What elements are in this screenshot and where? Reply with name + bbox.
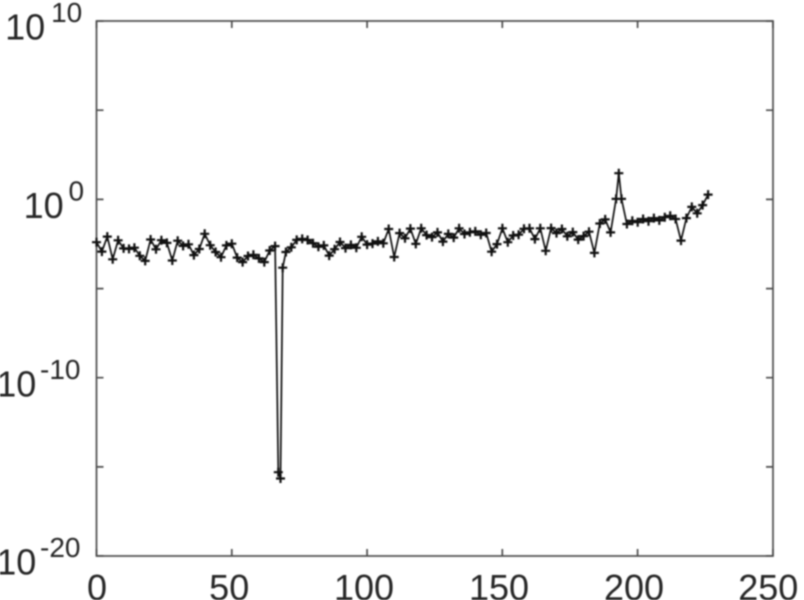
svg-text:10: 10 bbox=[51, 0, 82, 28]
svg-text:10: 10 bbox=[5, 7, 45, 48]
svg-text:100: 100 bbox=[334, 567, 394, 600]
svg-text:150: 150 bbox=[469, 567, 529, 600]
svg-text:250: 250 bbox=[738, 567, 798, 600]
svg-text:50: 50 bbox=[209, 567, 249, 600]
svg-text:-20: -20 bbox=[40, 532, 80, 563]
svg-text:0: 0 bbox=[69, 175, 85, 206]
svg-text:0: 0 bbox=[87, 567, 107, 600]
svg-text:10: 10 bbox=[24, 185, 64, 226]
svg-text:-10: -10 bbox=[40, 354, 80, 385]
svg-text:10: 10 bbox=[0, 542, 36, 583]
svg-text:200: 200 bbox=[604, 567, 664, 600]
svg-text:10: 10 bbox=[0, 364, 36, 405]
